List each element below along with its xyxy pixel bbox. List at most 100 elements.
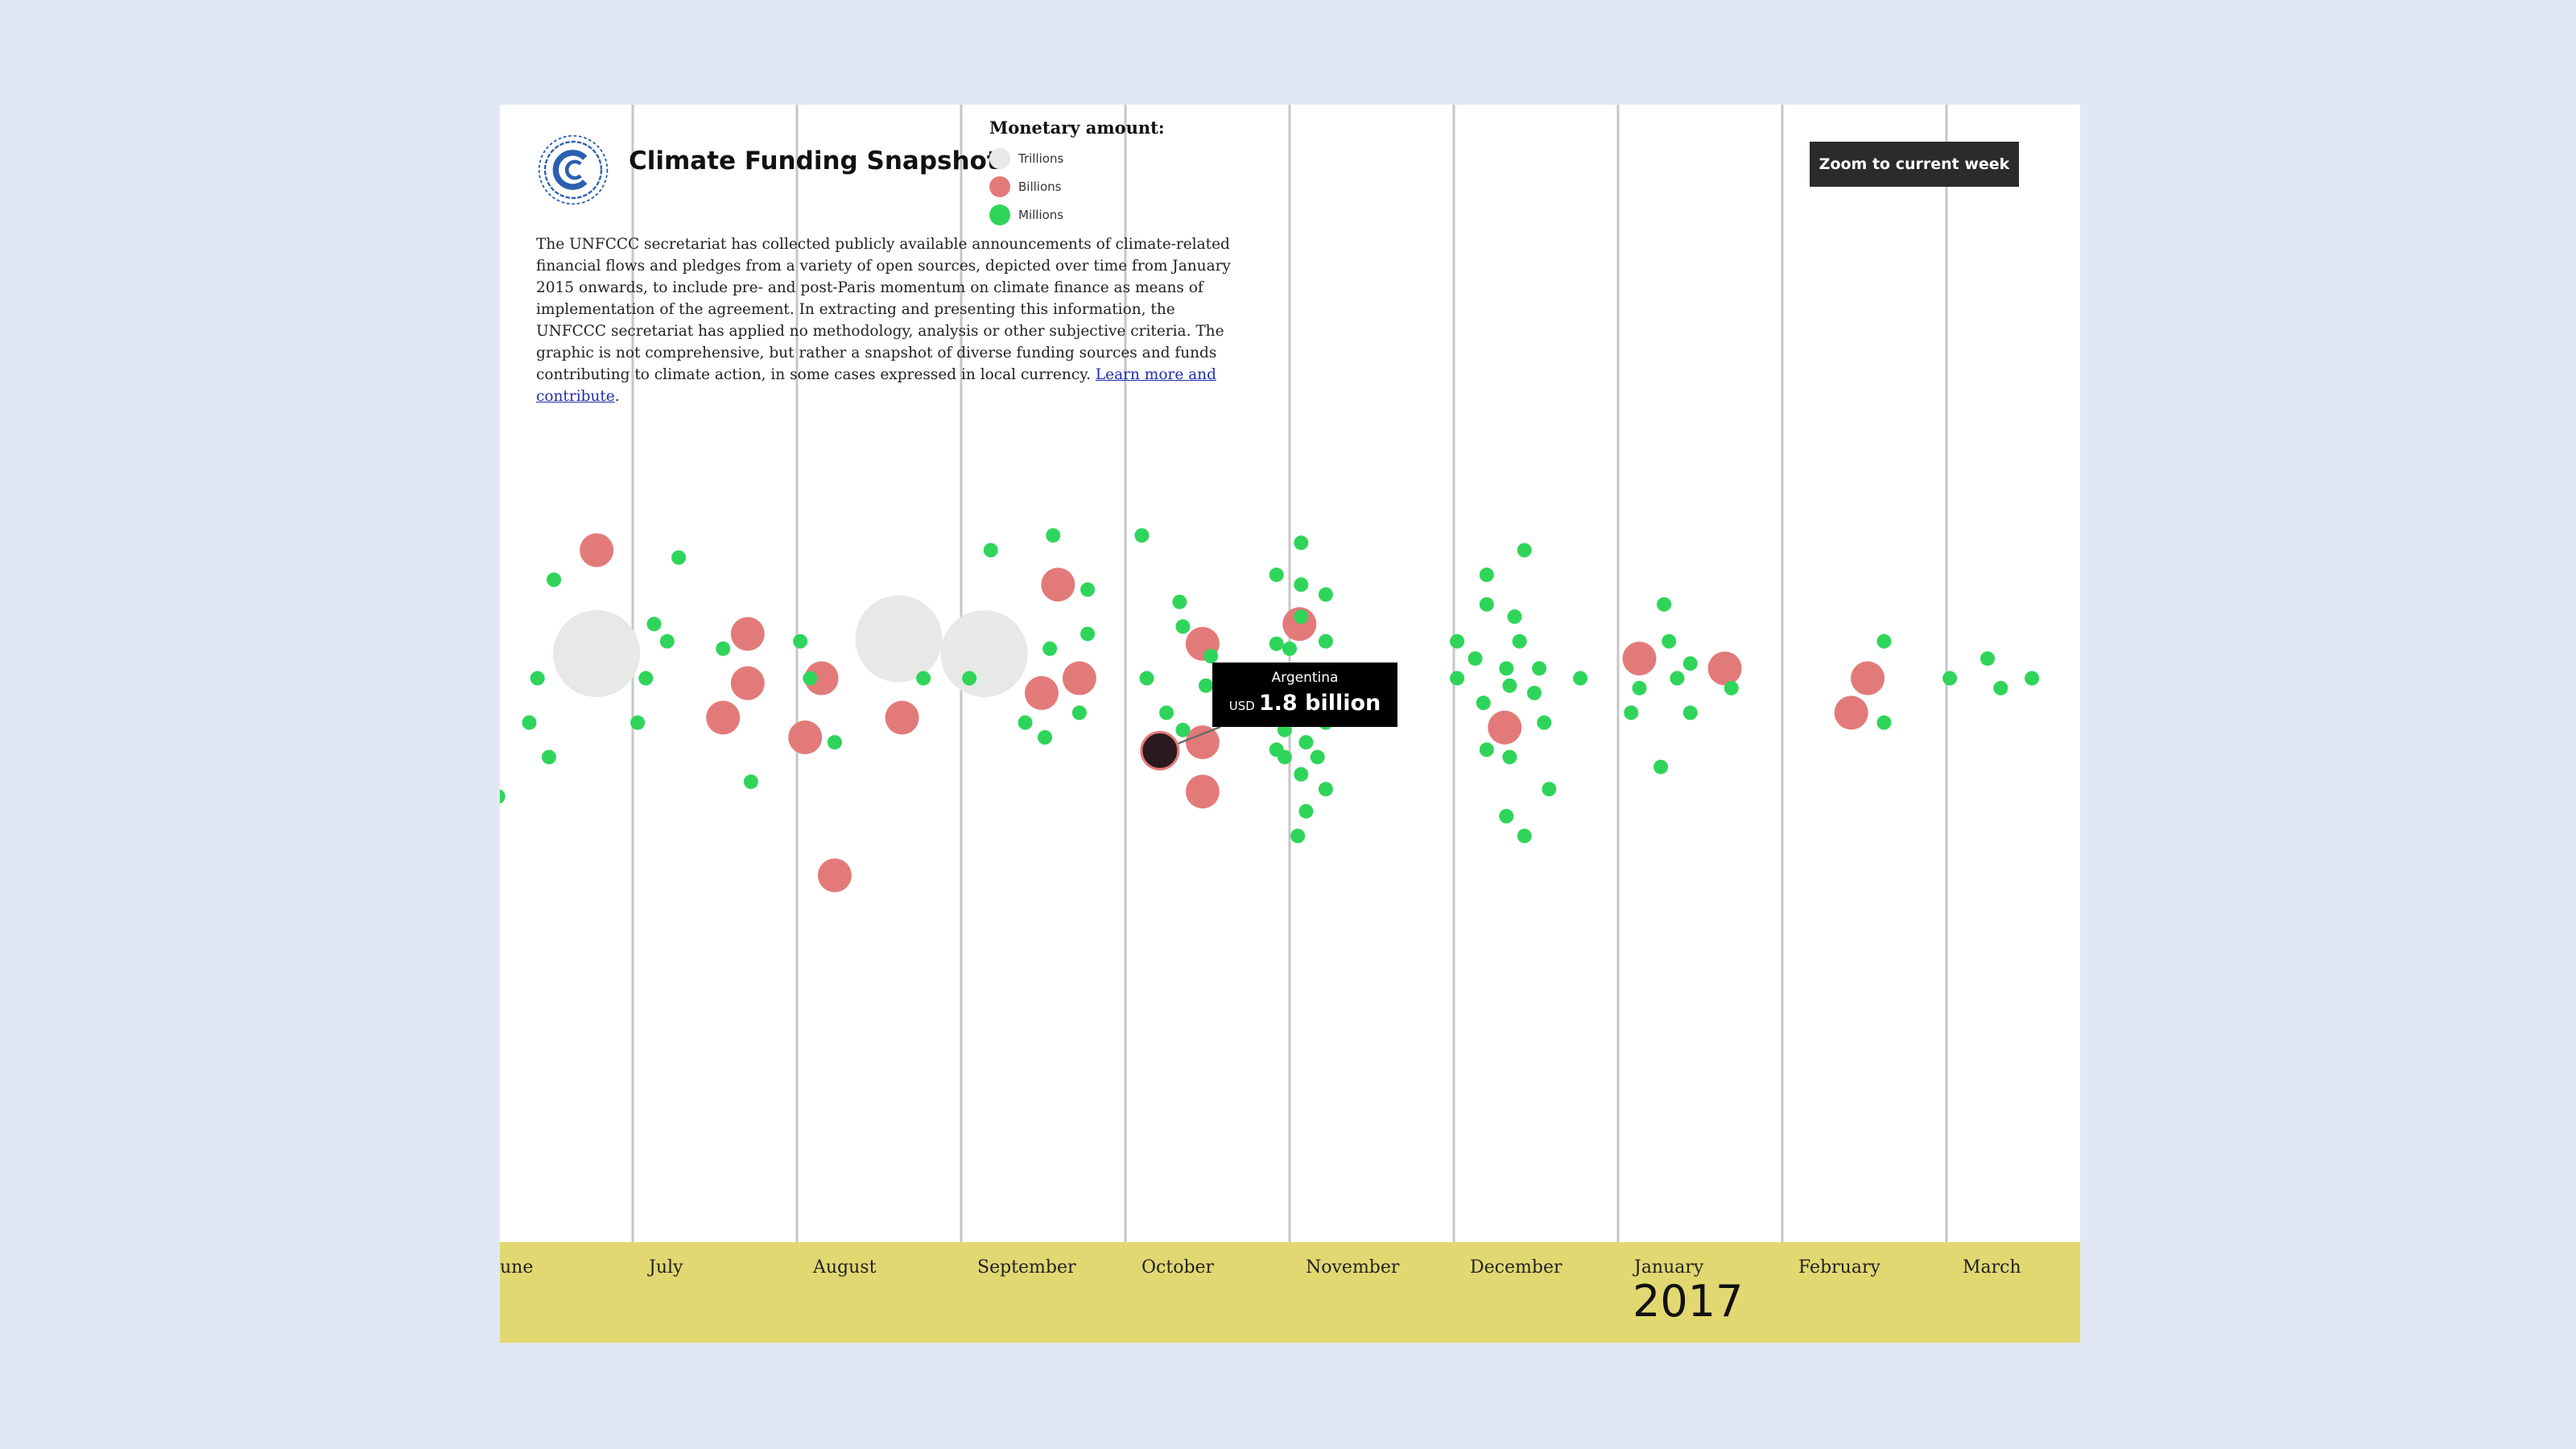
millions-bubble-72[interactable] xyxy=(1499,808,1514,824)
millions-bubble-81[interactable] xyxy=(1682,705,1698,720)
millions-bubble-50[interactable] xyxy=(1269,742,1284,758)
millions-bubble-73[interactable] xyxy=(1517,828,1532,844)
millions-bubble-52[interactable] xyxy=(1318,782,1333,797)
trillions-bubble-1[interactable] xyxy=(855,595,943,683)
millions-bubble-4[interactable] xyxy=(541,749,556,765)
billions-bubble-18[interactable] xyxy=(1707,651,1742,686)
billions-bubble-2[interactable] xyxy=(730,617,765,651)
millions-bubble-41[interactable] xyxy=(1318,634,1333,649)
month-label-february[interactable]: February xyxy=(1798,1257,1880,1278)
millions-bubble-19[interactable] xyxy=(1080,626,1096,642)
month-label-august[interactable]: August xyxy=(813,1257,877,1278)
millions-bubble-0[interactable] xyxy=(500,789,506,804)
millions-bubble-22[interactable] xyxy=(916,671,931,686)
millions-bubble-2[interactable] xyxy=(530,671,545,686)
month-label-october[interactable]: October xyxy=(1141,1257,1215,1278)
millions-bubble-3[interactable] xyxy=(522,715,537,730)
millions-bubble-21[interactable] xyxy=(1038,730,1053,745)
highlighted-bubble-argentina[interactable] xyxy=(1140,731,1180,771)
month-label-january[interactable]: January xyxy=(1634,1257,1704,1278)
millions-bubble-53[interactable] xyxy=(1298,803,1314,819)
millions-bubble-80[interactable] xyxy=(1624,705,1639,720)
millions-bubble-10[interactable] xyxy=(716,641,731,656)
millions-bubble-27[interactable] xyxy=(1175,619,1191,634)
millions-bubble-59[interactable] xyxy=(1450,634,1465,649)
millions-bubble-34[interactable] xyxy=(1294,535,1309,551)
millions-bubble-56[interactable] xyxy=(1479,568,1494,583)
millions-bubble-65[interactable] xyxy=(1526,685,1542,700)
millions-bubble-25[interactable] xyxy=(1134,528,1150,543)
millions-bubble-47[interactable] xyxy=(1298,735,1314,750)
millions-bubble-79[interactable] xyxy=(1632,680,1647,696)
billions-bubble-11[interactable] xyxy=(1062,661,1096,696)
millions-bubble-14[interactable] xyxy=(827,735,842,750)
trillions-bubble-2[interactable] xyxy=(940,609,1028,697)
millions-bubble-82[interactable] xyxy=(1724,680,1739,696)
millions-bubble-7[interactable] xyxy=(659,634,675,649)
millions-bubble-83[interactable] xyxy=(1653,759,1669,774)
billions-bubble-20[interactable] xyxy=(1834,696,1868,730)
millions-bubble-24[interactable] xyxy=(1071,705,1087,720)
billions-bubble-14[interactable] xyxy=(1185,774,1220,809)
millions-bubble-11[interactable] xyxy=(743,774,758,790)
millions-bubble-61[interactable] xyxy=(1468,651,1483,667)
millions-bubble-5[interactable] xyxy=(671,550,687,565)
month-label-une[interactable]: une xyxy=(500,1257,534,1278)
millions-bubble-39[interactable] xyxy=(1269,636,1284,651)
millions-bubble-75[interactable] xyxy=(1657,597,1672,612)
billions-bubble-4[interactable] xyxy=(706,700,741,735)
millions-bubble-49[interactable] xyxy=(1310,749,1325,765)
billions-bubble-5[interactable] xyxy=(804,661,839,696)
millions-bubble-57[interactable] xyxy=(1479,597,1494,612)
millions-bubble-66[interactable] xyxy=(1450,671,1465,686)
billions-bubble-19[interactable] xyxy=(1851,661,1885,696)
millions-bubble-63[interactable] xyxy=(1532,661,1547,676)
millions-bubble-20[interactable] xyxy=(1018,715,1033,730)
billions-bubble-17[interactable] xyxy=(1622,642,1657,676)
millions-bubble-36[interactable] xyxy=(1294,577,1309,592)
millions-bubble-23[interactable] xyxy=(962,671,977,686)
millions-bubble-51[interactable] xyxy=(1294,766,1309,782)
billions-bubble-8[interactable] xyxy=(817,858,852,893)
billions-bubble-1[interactable] xyxy=(580,533,614,568)
millions-bubble-18[interactable] xyxy=(1042,641,1058,656)
millions-bubble-84[interactable] xyxy=(1876,634,1892,649)
month-label-november[interactable]: November xyxy=(1306,1257,1400,1278)
millions-bubble-62[interactable] xyxy=(1499,661,1514,676)
millions-bubble-89[interactable] xyxy=(2025,671,2040,686)
millions-bubble-71[interactable] xyxy=(1542,782,1557,797)
millions-bubble-26[interactable] xyxy=(1172,594,1187,609)
millions-bubble-67[interactable] xyxy=(1476,696,1491,711)
millions-bubble-74[interactable] xyxy=(1573,671,1588,686)
millions-bubble-88[interactable] xyxy=(1993,680,2008,696)
billions-bubble-16[interactable] xyxy=(1488,710,1522,745)
trillions-bubble-0[interactable] xyxy=(553,609,641,697)
millions-bubble-29[interactable] xyxy=(1198,678,1213,693)
millions-bubble-54[interactable] xyxy=(1290,828,1306,844)
millions-bubble-16[interactable] xyxy=(1046,528,1061,543)
millions-bubble-32[interactable] xyxy=(1175,722,1191,737)
millions-bubble-87[interactable] xyxy=(1980,651,1995,667)
millions-bubble-64[interactable] xyxy=(1502,678,1517,693)
billions-bubble-3[interactable] xyxy=(730,666,765,700)
millions-bubble-8[interactable] xyxy=(638,671,654,686)
millions-bubble-40[interactable] xyxy=(1282,641,1297,656)
billions-bubble-13[interactable] xyxy=(1185,725,1220,760)
millions-bubble-85[interactable] xyxy=(1876,715,1892,730)
millions-bubble-60[interactable] xyxy=(1512,634,1527,649)
millions-bubble-76[interactable] xyxy=(1662,634,1677,649)
millions-bubble-58[interactable] xyxy=(1507,609,1522,625)
millions-bubble-38[interactable] xyxy=(1294,609,1309,625)
learn-more-link[interactable]: Learn more and contribute xyxy=(536,366,1216,405)
millions-bubble-15[interactable] xyxy=(983,543,998,558)
millions-bubble-6[interactable] xyxy=(646,617,662,632)
millions-bubble-17[interactable] xyxy=(1080,582,1096,597)
zoom-to-current-week-button[interactable]: Zoom to current week xyxy=(1810,142,2019,187)
millions-bubble-86[interactable] xyxy=(1942,671,1958,686)
month-label-july[interactable]: July xyxy=(649,1257,683,1278)
millions-bubble-70[interactable] xyxy=(1502,749,1517,765)
millions-bubble-12[interactable] xyxy=(793,634,808,649)
millions-bubble-31[interactable] xyxy=(1159,705,1174,720)
millions-bubble-37[interactable] xyxy=(1318,587,1333,602)
billions-bubble-7[interactable] xyxy=(885,700,919,735)
